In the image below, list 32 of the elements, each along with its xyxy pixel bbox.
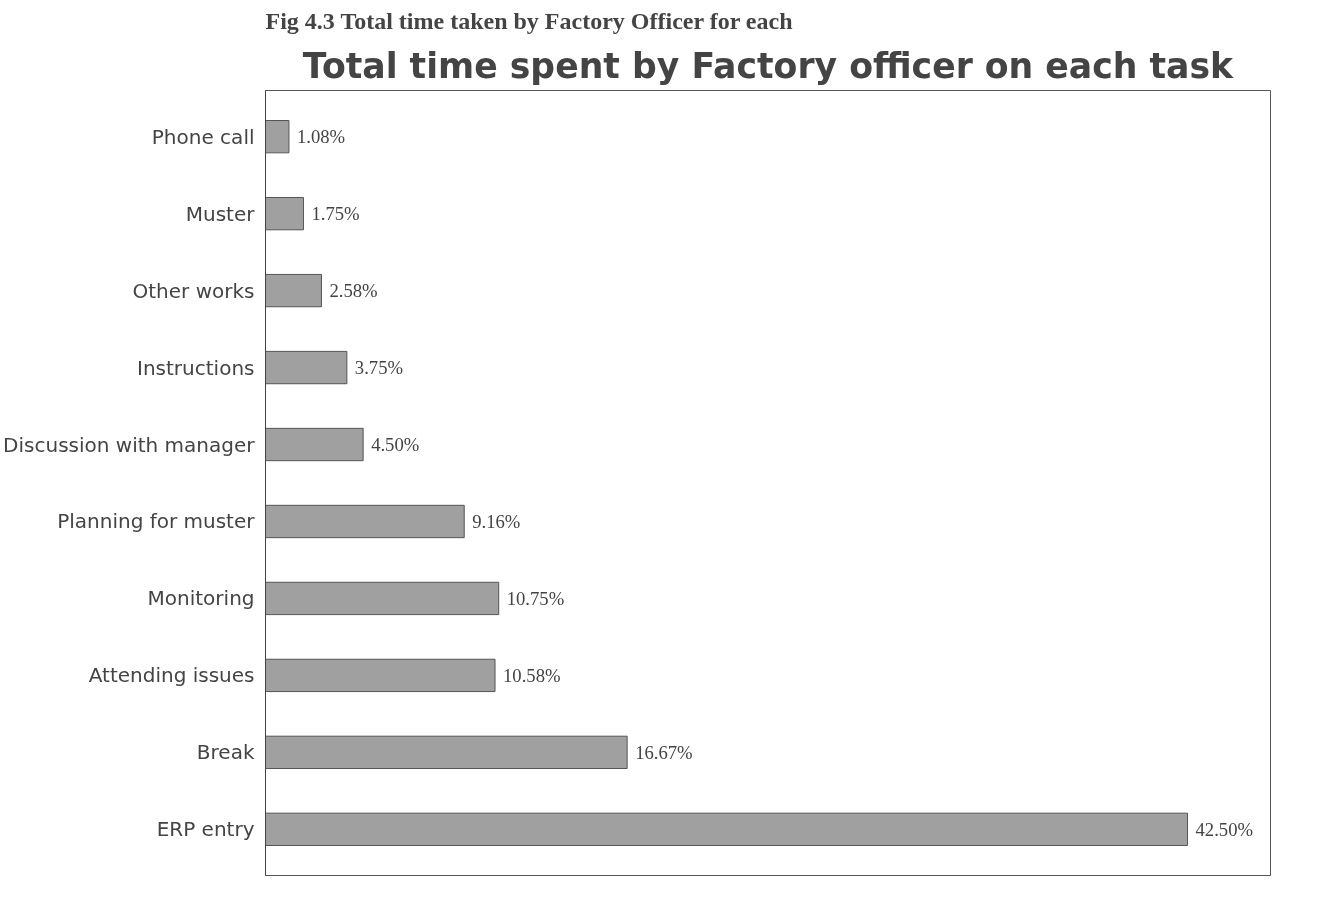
y-tick-label: Break [196,740,255,765]
y-tick-label: Muster [185,201,256,226]
data-label: 10.75% [506,587,565,609]
bar [265,120,290,154]
data-label: 3.75% [354,357,404,379]
data-label: 16.67% [635,741,693,763]
data-label: 1.75% [311,203,360,225]
y-tick-label: Monitoring [147,586,255,611]
bar [265,273,322,308]
y-tick-label: Discussion with manager [3,432,256,457]
bar [265,658,496,693]
bar [265,504,465,539]
chart-title: Total time spent by Factory officer on each task [302,45,1235,86]
bar [265,196,304,231]
bar [265,427,364,462]
y-tick-label: Phone call [151,124,255,149]
bar [265,350,348,385]
y-tick-label: Instructions [137,355,255,380]
data-label: 42.50% [1195,818,1254,840]
caption: Fig 4.3 Total time taken by Factory Officer for each [265,7,793,34]
data-label: 9.16% [472,510,521,532]
y-tick-label: Attending issues [88,663,255,688]
data-label: 4.50% [371,434,420,456]
bar [265,735,628,770]
y-tick-label: ERP entry [156,817,255,842]
bar [265,812,1189,846]
y-tick-label: Planning for muster [57,509,256,534]
bar [265,581,500,616]
data-label: 2.58% [329,280,378,302]
data-label: 1.08% [296,126,346,148]
data-label: 10.58% [503,664,561,686]
y-tick-label: Other works [132,278,255,303]
